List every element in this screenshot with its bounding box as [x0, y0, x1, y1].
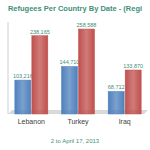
bar — [108, 91, 124, 114]
category-label: Turkey — [67, 118, 89, 126]
bar — [125, 70, 141, 114]
data-label: 103,216 — [13, 73, 33, 79]
category-label: Lebanon — [18, 118, 45, 125]
data-label: 238,165 — [30, 29, 50, 35]
y-axis — [8, 22, 9, 114]
background — [0, 0, 150, 150]
data-label: 258,588 — [77, 22, 97, 28]
bar — [79, 29, 95, 114]
data-label: 144,710 — [60, 59, 80, 65]
chart: Refugees Per Country By Date - (Regi 103,… — [0, 0, 150, 150]
data-label: 68,712 — [108, 84, 125, 90]
title: Refugees Per Country By Date - (Regi — [8, 4, 142, 13]
category-label: Iraq — [119, 118, 131, 126]
bar — [32, 36, 48, 114]
bar — [15, 80, 31, 114]
data-label: 133,870 — [123, 63, 143, 69]
bar — [62, 66, 78, 114]
subtitle: 2 to April 17, 2013 — [51, 138, 100, 144]
